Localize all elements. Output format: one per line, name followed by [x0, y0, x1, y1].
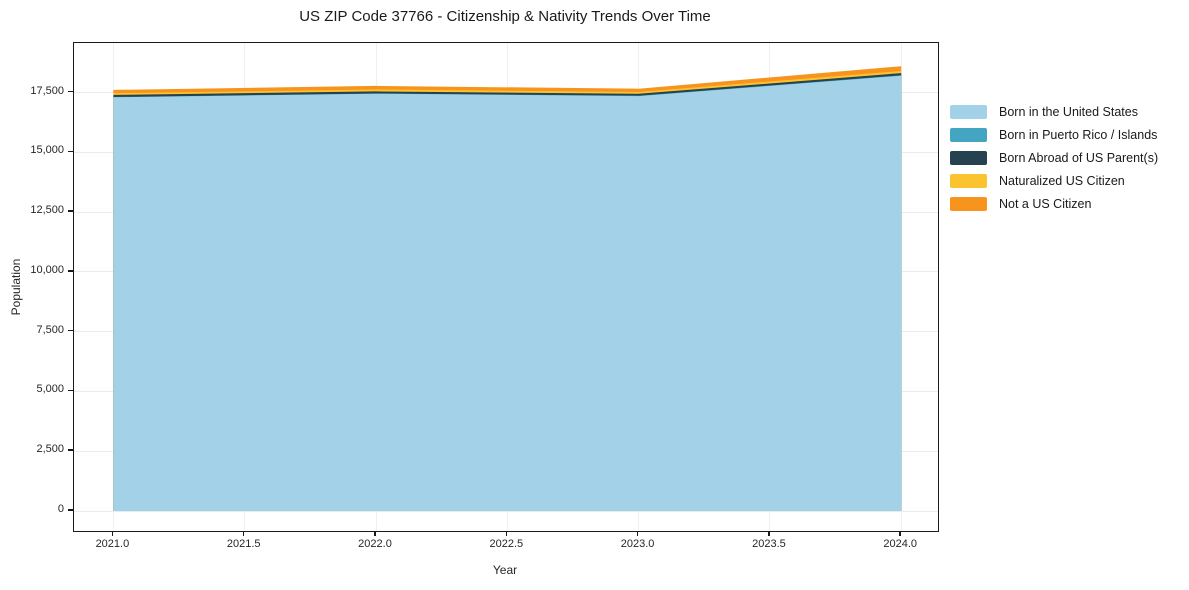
x-tick-mark: [374, 531, 376, 536]
y-tick-label: 5,000: [36, 383, 64, 396]
stacked-area-chart: [113, 66, 902, 512]
x-tick-label: 2022.5: [489, 538, 524, 550]
x-tick-label: 2023.0: [620, 538, 655, 550]
y-tick-mark: [68, 449, 73, 451]
x-tick-label: 2021.0: [95, 538, 130, 550]
y-tick-mark: [68, 389, 73, 392]
y-tick-label: 10,000: [30, 263, 64, 276]
legend-swatch: [950, 150, 987, 165]
area-layer: [113, 75, 902, 512]
y-tick-label: 2,500: [36, 443, 64, 456]
legend-item: Born in the United States: [950, 100, 1158, 123]
y-axis-label: Population: [9, 258, 23, 316]
legend-label: Not a US Citizen: [999, 196, 1092, 211]
legend-swatch: [950, 127, 987, 142]
y-tick-label: 7,500: [36, 323, 64, 336]
y-tick-mark: [68, 210, 73, 212]
legend-item: Born in Puerto Rico / Islands: [950, 123, 1158, 146]
x-tick-label: 2024.0: [883, 538, 918, 550]
x-tick-label: 2021.5: [226, 538, 261, 550]
y-tick-mark: [68, 329, 73, 332]
y-tick-mark: [68, 270, 73, 272]
x-tick-mark: [899, 531, 901, 536]
x-tick-label: 2022.0: [358, 538, 392, 550]
legend-swatch: [950, 196, 987, 211]
chart-title: US ZIP Code 37766 - Citizenship & Nativi…: [299, 8, 711, 25]
legend-label: Naturalized US Citizen: [999, 173, 1125, 188]
legend-label: Born in the United States: [999, 104, 1138, 119]
x-tick-mark: [636, 531, 639, 536]
x-tick-mark: [111, 531, 114, 536]
x-tick-mark: [505, 531, 508, 536]
gridline-vertical: [112, 43, 114, 531]
legend-swatch: [950, 104, 987, 119]
legend: Born in the United States Born in Puerto …: [950, 100, 1158, 215]
legend-item: Naturalized US Citizen: [950, 169, 1158, 192]
plot-area: [73, 42, 939, 532]
y-tick-label: 12,500: [30, 204, 64, 217]
y-tick-mark: [68, 150, 73, 153]
y-tick-label: 15,000: [30, 144, 64, 157]
x-tick-mark: [768, 531, 770, 536]
legend-swatch: [950, 173, 987, 188]
y-tick-mark: [68, 90, 73, 93]
legend-item: Not a US Citizen: [950, 192, 1158, 215]
x-tick-mark: [242, 531, 245, 536]
y-tick-label: 17,500: [30, 84, 64, 97]
gridline-vertical: [900, 43, 902, 531]
y-tick-mark: [68, 509, 73, 511]
legend-label: Born Abroad of US Parent(s): [999, 150, 1159, 165]
x-tick-label: 2023.5: [752, 538, 786, 550]
x-axis-label: Year: [492, 563, 518, 577]
legend-item: Born Abroad of US Parent(s): [950, 146, 1158, 169]
y-tick-label: 0: [57, 503, 64, 515]
legend-label: Born in Puerto Rico / Islands: [999, 127, 1158, 142]
